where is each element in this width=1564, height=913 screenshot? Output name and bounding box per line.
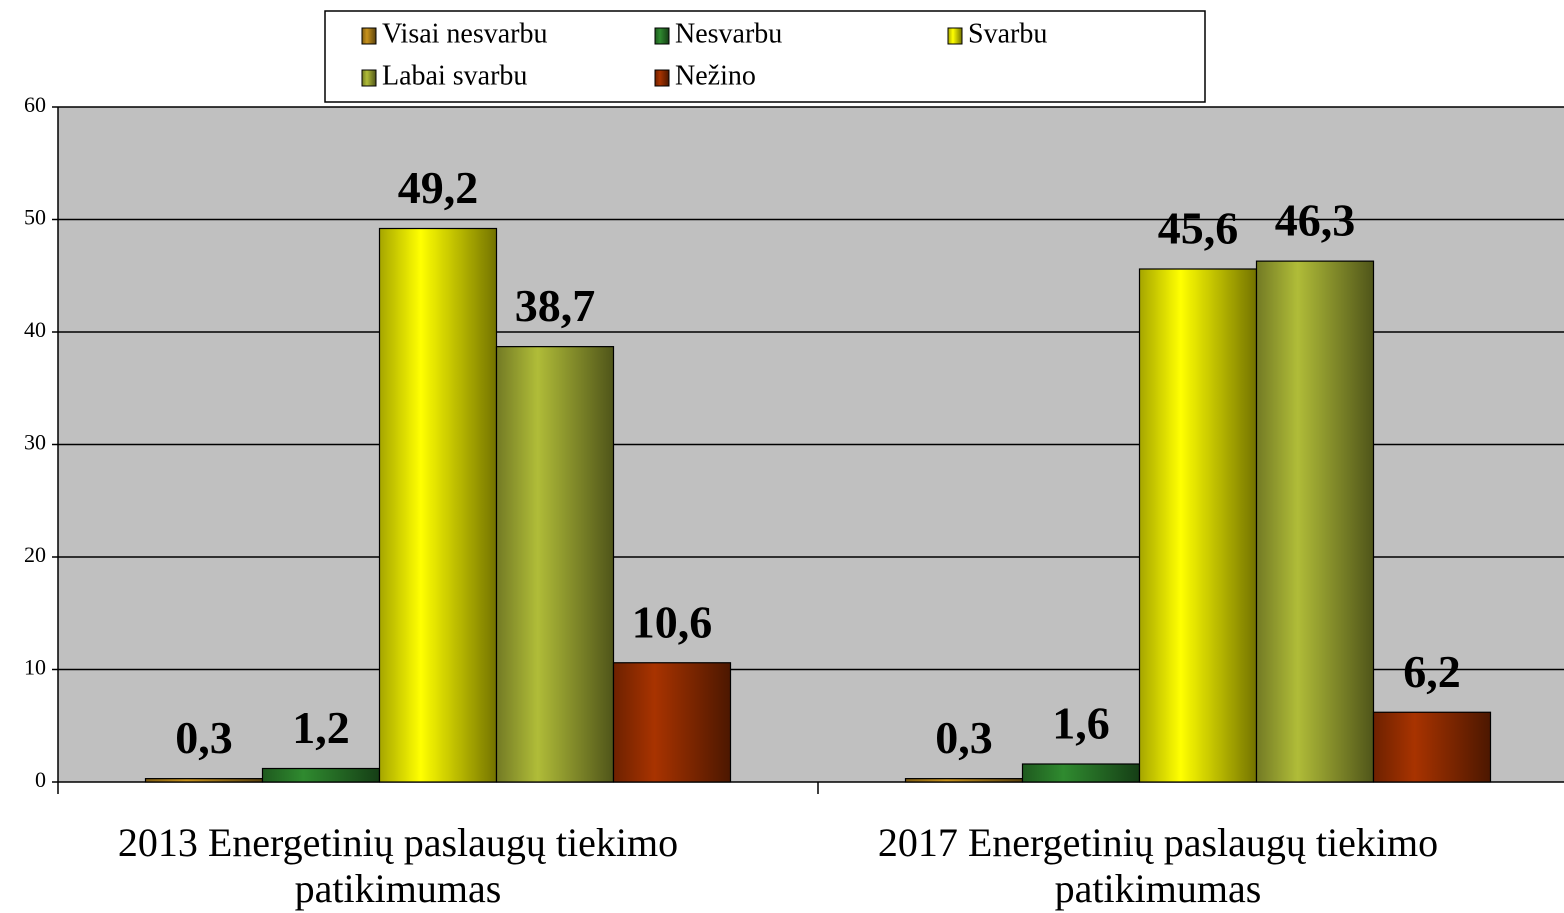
bar-shade <box>145 778 263 782</box>
bar-shade <box>1139 269 1257 782</box>
legend-swatch-shade <box>948 28 962 44</box>
data-label: 0,3 <box>175 712 233 763</box>
legend-swatch-shade <box>655 28 669 44</box>
legend-swatch-shade <box>655 70 669 86</box>
data-label: 1,6 <box>1052 698 1110 749</box>
y-tick-label: 30 <box>24 430 46 455</box>
data-label: 6,2 <box>1403 646 1461 697</box>
bar-shade <box>1373 712 1491 782</box>
data-label: 38,7 <box>515 280 596 331</box>
bar-shade <box>379 228 497 782</box>
data-label: 1,2 <box>292 702 350 753</box>
y-tick-label: 50 <box>24 205 46 230</box>
y-tick-label: 0 <box>35 767 46 792</box>
data-label: 49,2 <box>398 162 479 213</box>
y-tick-label: 60 <box>24 92 46 117</box>
legend-label: Svarbu <box>968 18 1047 49</box>
bar-shade <box>905 778 1023 782</box>
bar-shade <box>613 662 731 782</box>
legend-label: Labai svarbu <box>382 60 527 91</box>
data-label: 46,3 <box>1275 195 1356 246</box>
bar-shade <box>496 346 614 782</box>
legend-swatch-shade <box>362 70 376 86</box>
y-tick-label: 40 <box>24 317 46 342</box>
data-label: 10,6 <box>632 596 713 647</box>
x-tick-label: 2013 Energetinių paslaugų tiekimo patiki… <box>117 820 679 911</box>
data-label: 0,3 <box>935 712 993 763</box>
legend-box <box>324 10 1206 103</box>
x-tick-label: 2017 Energetinių paslaugų tiekimo patiki… <box>877 820 1439 911</box>
y-tick-label: 10 <box>24 655 46 680</box>
legend-label: Visai nesvarbu <box>382 18 548 49</box>
y-tick-label: 20 <box>24 542 46 567</box>
bar-shade <box>1256 261 1374 782</box>
legend-label: Nesvarbu <box>675 18 782 49</box>
legend-swatch-shade <box>362 28 376 44</box>
legend-label: Nežino <box>675 60 756 91</box>
data-label: 45,6 <box>1158 203 1239 254</box>
bar-shade <box>262 768 380 782</box>
bar-shade <box>1022 764 1140 782</box>
